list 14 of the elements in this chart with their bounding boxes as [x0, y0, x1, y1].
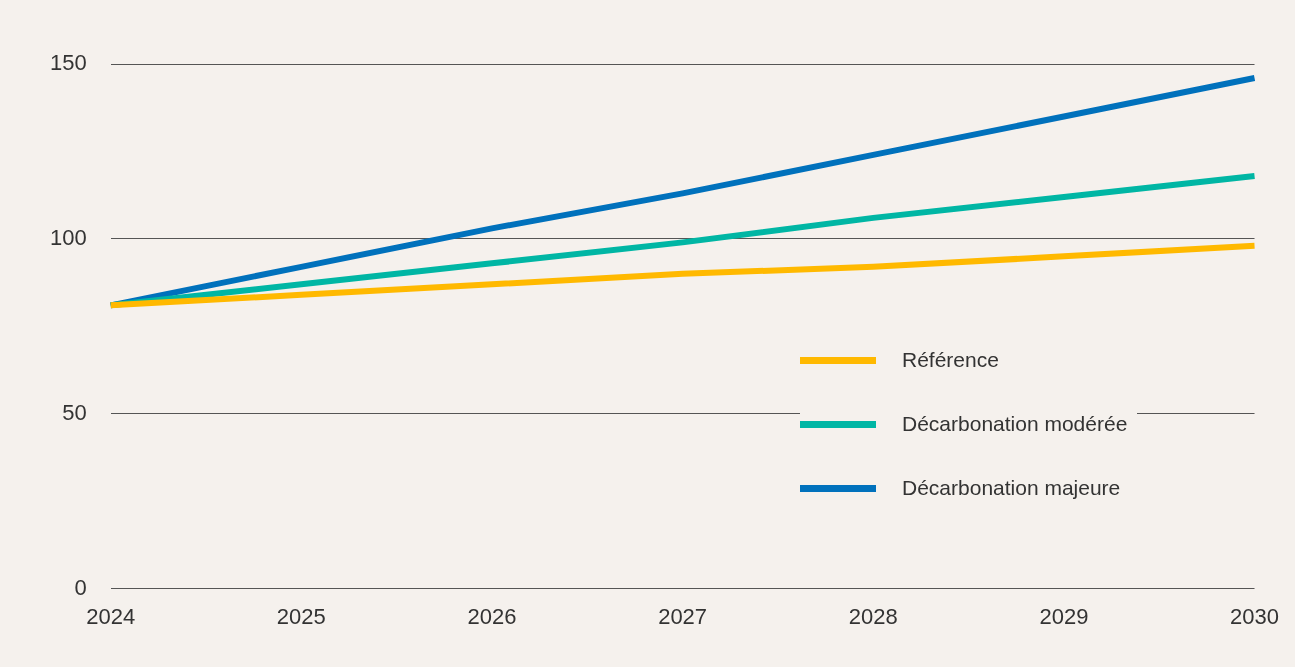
- legend-label: Décarbonation majeure: [902, 476, 1121, 500]
- y-tick-label: 0: [74, 574, 87, 600]
- y-tick-label: 100: [49, 224, 87, 250]
- x-tick-label: 2025: [276, 603, 326, 629]
- x-tick-label: 2027: [658, 603, 708, 629]
- legend-label: Décarbonation modérée: [902, 412, 1128, 436]
- x-tick-label: 2030: [1230, 603, 1280, 629]
- y-tick-label: 150: [49, 50, 87, 76]
- x-tick-label: 2024: [86, 603, 136, 629]
- y-tick-label: 50: [62, 399, 87, 425]
- x-tick-label: 2026: [467, 603, 517, 629]
- x-tick-label: 2028: [848, 603, 898, 629]
- legend-label: Référence: [902, 348, 999, 372]
- x-tick-label: 2029: [1039, 603, 1089, 629]
